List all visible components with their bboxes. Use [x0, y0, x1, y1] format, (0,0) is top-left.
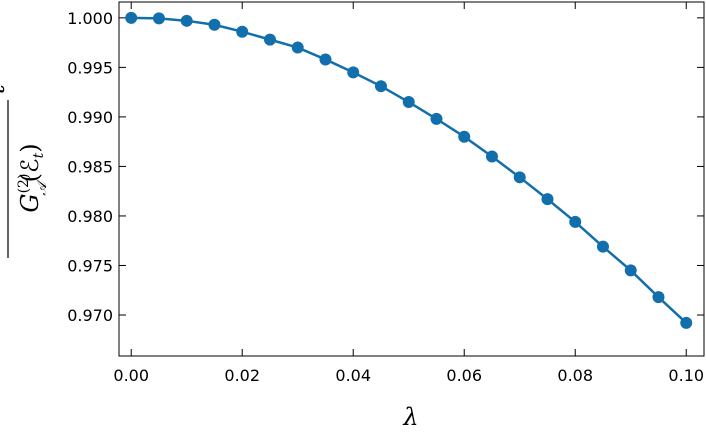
marker	[569, 215, 582, 228]
y-tick-label: 1.000	[67, 9, 113, 28]
y-tick-label: 0.990	[67, 108, 113, 127]
marker	[374, 80, 387, 93]
y-label-arg: (ℰ	[16, 158, 44, 182]
y-label-base: G	[16, 193, 44, 212]
marker	[541, 193, 554, 206]
marker	[236, 25, 249, 38]
x-axis-label: λ	[402, 403, 418, 431]
y-label-close: )	[16, 143, 44, 152]
marker	[180, 14, 193, 27]
x-tick-label: 0.08	[557, 366, 593, 385]
marker	[125, 11, 138, 24]
y-label-sub: 𝒜	[34, 179, 50, 196]
x-tick-label: 0.00	[113, 366, 149, 385]
y-tick-label: 0.980	[67, 207, 113, 226]
y-label-over: t	[0, 84, 10, 94]
series-line	[131, 16, 688, 324]
marker	[402, 96, 415, 109]
marker	[680, 316, 693, 329]
marker	[624, 264, 637, 277]
plot-frame	[118, 1, 705, 357]
marker	[152, 12, 165, 25]
marker	[347, 66, 360, 79]
y-axis-label: G(2)𝒜(ℰt) t	[0, 84, 50, 258]
marker	[263, 33, 276, 46]
y-tick-label: 0.985	[67, 157, 113, 176]
marker	[458, 130, 471, 143]
marker	[513, 171, 526, 184]
y-tick-label: 0.995	[67, 58, 113, 77]
x-tick-label: 0.04	[335, 366, 371, 385]
y-label-text: G(2) 𝒜(ℰt)	[16, 143, 50, 212]
y-label-sup: (2)	[16, 174, 32, 194]
marker	[291, 41, 304, 54]
marker	[208, 18, 221, 31]
y-tick-label: 0.970	[67, 306, 113, 325]
marker	[652, 291, 665, 304]
y-tick-label: 0.975	[67, 256, 113, 275]
y-label-argsub: t	[31, 152, 47, 158]
x-tick-label: 0.02	[224, 366, 260, 385]
x-tick-label: 0.06	[446, 366, 482, 385]
marker	[319, 53, 332, 66]
marker	[485, 150, 498, 163]
marker	[430, 112, 443, 125]
x-tick-label: 0.10	[668, 366, 704, 385]
marker	[596, 240, 609, 253]
